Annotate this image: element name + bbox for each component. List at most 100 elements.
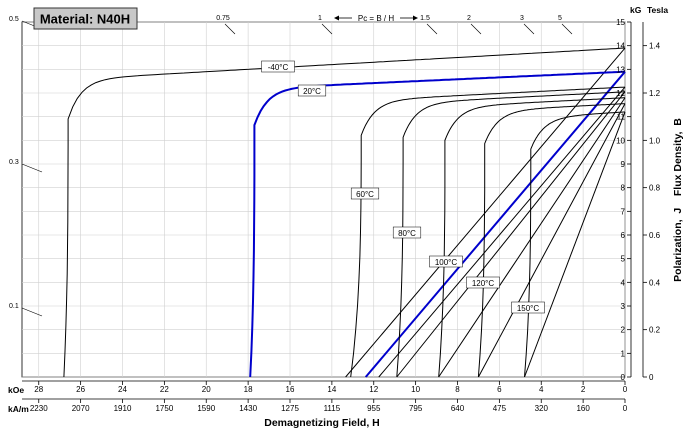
y-tick-label-tesla: 1.4 <box>649 42 661 51</box>
b-line-5 <box>477 103 626 378</box>
x-unit-koe: kOe <box>8 385 24 395</box>
y-tick-label-kg: 5 <box>621 255 626 264</box>
curve-label-box <box>392 226 422 239</box>
curve-label: -40°C <box>268 63 289 72</box>
x-tick-label-koe: 8 <box>455 385 460 394</box>
curve-label-box <box>466 276 500 289</box>
x-tick-label-kam: 1115 <box>324 404 341 413</box>
x-tick-label-koe: 20 <box>202 385 211 394</box>
curve-label: 20°C <box>303 87 321 96</box>
x-tick-label-koe: 6 <box>497 385 502 394</box>
curve-label-box <box>350 187 380 200</box>
x-tick-label-kam: 2230 <box>30 404 48 413</box>
j-curve-5 <box>477 103 625 378</box>
x-tick-label-kam: 1275 <box>281 404 299 413</box>
pc-top-tick <box>523 23 535 35</box>
curve-label: 150°C <box>517 304 540 313</box>
y-tick-label-kg: 3 <box>621 302 626 311</box>
j-curve-6 <box>524 111 625 378</box>
x-tick-label-koe: 4 <box>539 385 544 394</box>
x-tick-label-koe: 26 <box>76 385 85 394</box>
pc-top-tick <box>224 23 236 35</box>
pc-arrow-right-head <box>413 15 418 21</box>
pc-top-label: 1.5 <box>420 15 430 22</box>
y-tick-label-tesla: 0.2 <box>649 326 661 335</box>
curve-label-box <box>297 84 327 97</box>
pc-left-label: 0.1 <box>9 303 19 310</box>
curve-labels: -40°C 20°C 60°C 80°C 100°C 120°C 150°C <box>261 60 545 314</box>
x-tick-label-kam: 1750 <box>155 404 173 413</box>
pc-top-label: 5 <box>558 15 562 22</box>
curves <box>63 47 626 378</box>
x-tick-label-koe: 24 <box>118 385 127 394</box>
y-tick-label-kg: 6 <box>621 231 626 240</box>
curve-label-box <box>429 255 463 268</box>
pc-label: Pc = B / H <box>358 14 394 23</box>
x-tick-label-koe: 0 <box>623 385 628 394</box>
x-tick-label-kam: 160 <box>576 404 590 413</box>
y-tick-label-tesla: 0.4 <box>649 278 661 287</box>
curve-label-box <box>511 301 545 314</box>
y-unit-kg: kG <box>630 5 642 15</box>
j-curve-0 <box>63 47 626 378</box>
y-tick-label-kg: 2 <box>621 326 626 335</box>
title-box <box>33 7 138 30</box>
b-line-0 <box>345 47 626 378</box>
x-tick-label-kam: 320 <box>535 404 549 413</box>
x-tick-label-koe: 2 <box>581 385 586 394</box>
y-tick-label-kg: 0 <box>621 373 626 382</box>
pc-left-tick <box>21 307 43 317</box>
x-unit-kam: kA/m <box>8 404 29 414</box>
y-tick-label-kg: 13 <box>616 65 625 74</box>
y-tick-label-kg: 11 <box>617 113 626 122</box>
pc-top-label: 1 <box>318 15 322 22</box>
y-tick-label-tesla: 1.2 <box>649 89 661 98</box>
x-tick-label-kam: 0 <box>623 404 628 413</box>
pc-left-label: 0.5 <box>9 16 19 23</box>
y-tick-label-kg: 9 <box>621 160 626 169</box>
y-axis-title: Polarization, J Flux Density, B <box>672 118 684 282</box>
axes: 2822302620702419102217502015901814301612… <box>22 18 661 413</box>
x-tick-label-koe: 10 <box>411 385 420 394</box>
b-line-2 <box>378 86 626 378</box>
curve-label: 80°C <box>398 229 416 238</box>
pc-top-tick <box>561 23 573 35</box>
curve-label: 100°C <box>435 258 458 267</box>
y-tick-label-kg: 12 <box>616 89 625 98</box>
y-tick-label-kg: 10 <box>616 136 625 145</box>
b-line-6 <box>524 111 626 378</box>
y-tick-label-kg: 1 <box>621 349 626 358</box>
y-tick-label-tesla: 0.6 <box>649 231 661 240</box>
j-curve-2 <box>350 86 626 378</box>
x-tick-label-koe: 12 <box>369 385 378 394</box>
chart-title: Material: N40H <box>40 12 130 27</box>
y-tick-label-tesla: 0 <box>649 373 654 382</box>
y-tick-label-kg: 8 <box>621 184 626 193</box>
x-tick-label-kam: 795 <box>409 404 423 413</box>
y-tick-label-kg: 14 <box>616 42 625 51</box>
pc-top-label: 0.75 <box>216 15 230 22</box>
x-tick-label-kam: 475 <box>493 404 507 413</box>
b-line-3 <box>396 91 626 378</box>
pc-top-label: 3 <box>520 15 524 22</box>
curve-label: 60°C <box>356 190 374 199</box>
y-tick-label-kg: 7 <box>621 207 626 216</box>
x-tick-label-kam: 1910 <box>114 404 132 413</box>
x-tick-label-kam: 1590 <box>197 404 215 413</box>
y-tick-label-tesla: 1.0 <box>649 136 661 145</box>
pc-top-tick <box>470 23 482 35</box>
x-tick-label-kam: 1430 <box>239 404 257 413</box>
pc-left-tick <box>21 163 43 173</box>
b-line-1 <box>364 71 626 378</box>
j-curve-1 <box>249 70 626 378</box>
pc-left-label: 0.3 <box>9 159 19 166</box>
pc-lines: 0.75 1 1.5 2 3 5 0.5 0.3 0.1 <box>9 15 573 317</box>
curve-label-box <box>261 60 295 73</box>
y-tick-label-tesla: 0.8 <box>649 184 661 193</box>
y-tick-label-kg: 4 <box>621 278 626 287</box>
x-tick-label-koe: 22 <box>160 385 169 394</box>
x-tick-label-koe: 16 <box>286 385 295 394</box>
y-tick-label-kg: 15 <box>616 18 625 27</box>
curve-label: 120°C <box>472 279 495 288</box>
